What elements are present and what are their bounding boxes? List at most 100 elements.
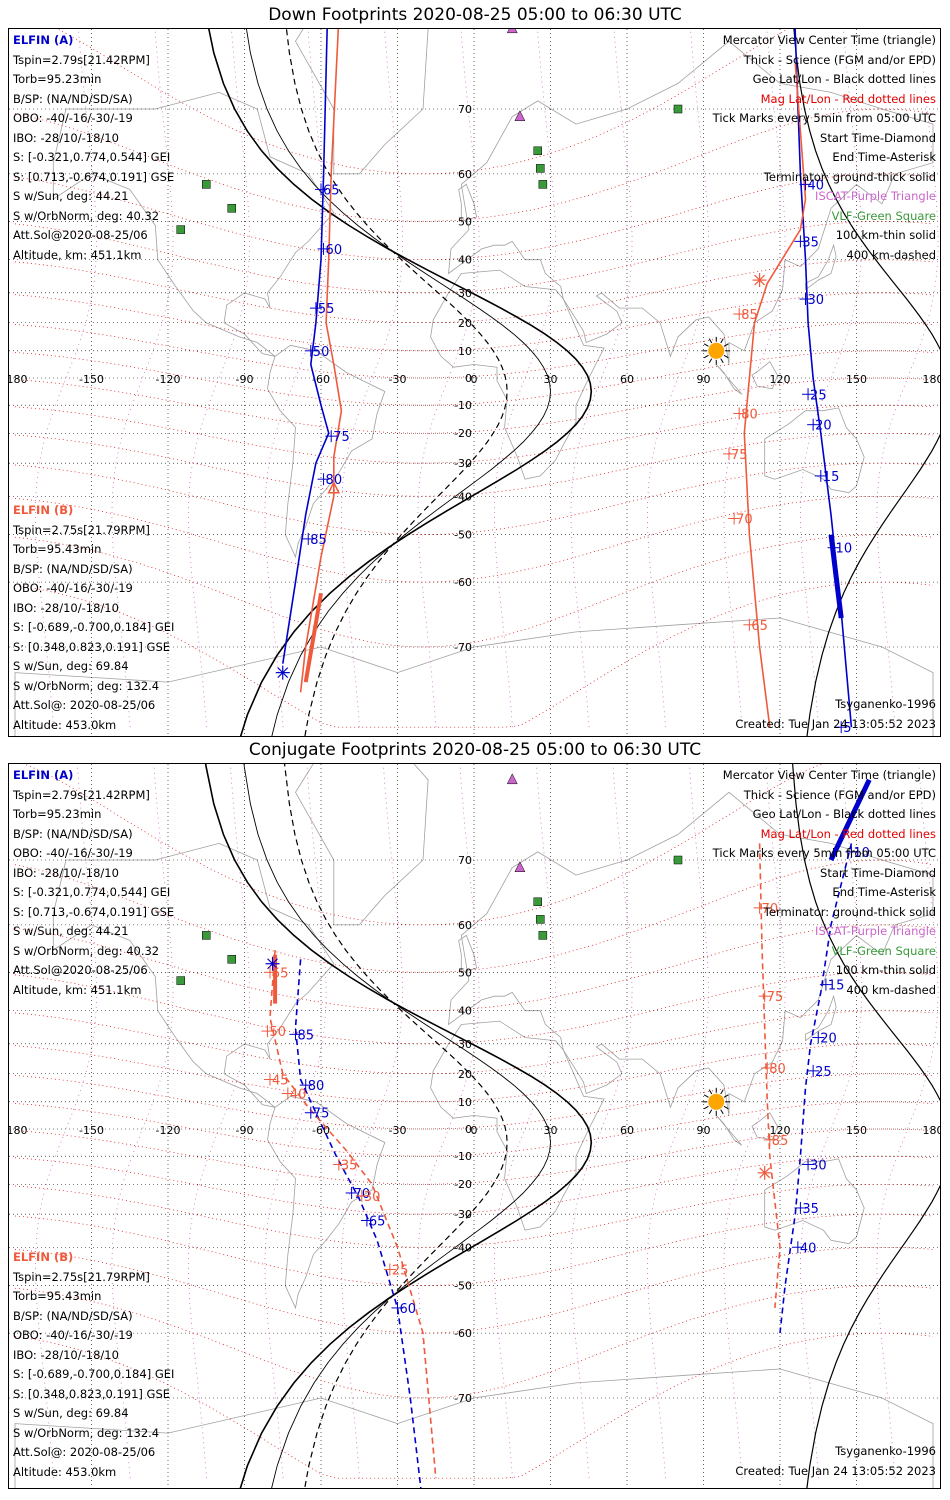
elfin-a-track-east	[779, 843, 853, 1334]
lon-tick-label: 30	[544, 373, 558, 386]
mag-meridian	[187, 764, 251, 1479]
track-time-label: 55	[318, 302, 335, 317]
legend-item: VLF-Green Square	[831, 208, 936, 223]
landmass-outline	[715, 1115, 743, 1146]
legend-item: End Time-Asterisk	[832, 150, 936, 164]
sun-ray	[703, 354, 709, 359]
legend-item: ISCAT-Purple Triangle	[815, 924, 936, 938]
landmass-outline	[764, 407, 865, 494]
landmass-outline	[52, 842, 335, 1108]
mag-parallel	[14, 1183, 934, 1248]
lat-tick-label: -20	[454, 427, 472, 440]
landmass-outline	[448, 791, 934, 1116]
mag-meridian	[799, 764, 863, 1479]
info-line: B/SP: (NA/ND/SD/SA)	[13, 91, 133, 106]
track-time-label: 35	[802, 1202, 819, 1217]
legend-item: Thick - Science (FGM and/or EPD)	[743, 52, 936, 67]
lon-tick-label: 150	[846, 1124, 867, 1137]
sun-ray	[703, 1094, 709, 1098]
model-label: Tsyganenko-1996	[835, 1444, 936, 1458]
elfin-b-track	[299, 29, 343, 693]
info-line: S w/OrbNorm, deg: 40.32	[13, 208, 160, 223]
track-time-label: 35	[341, 1158, 358, 1173]
vlf-station	[227, 204, 236, 213]
landmass-outline	[267, 1095, 386, 1310]
lon-tick-label: -90	[236, 373, 254, 386]
track-time-label: 70	[762, 902, 779, 917]
legend-item: Tick Marks every 5min from 05:00 UTC	[712, 111, 936, 125]
vlf-station	[673, 104, 683, 114]
elfin-a-science-segment	[828, 534, 844, 619]
elfin-a-header: ELFIN (A)	[13, 768, 74, 782]
conjugate-footprints-panel: -180-150-120-90-60-300306090120150180706…	[8, 763, 941, 1489]
track-time-label: 30	[810, 1158, 827, 1173]
info-line: Torb=95.43min	[13, 1289, 102, 1303]
terminator-curve	[208, 29, 593, 736]
lon-tick-label: 0	[471, 373, 478, 386]
legend-item: ISCAT-Purple Triangle	[815, 189, 936, 203]
legend-item: 100 km-thin solid	[835, 963, 936, 977]
landmass-outline	[448, 40, 934, 365]
mag-meridian	[799, 29, 863, 728]
mag-parallel	[14, 377, 934, 434]
sun-ray	[708, 358, 713, 364]
legend-item: Start Time-Diamond	[820, 865, 936, 880]
iscat-site	[514, 110, 526, 121]
track-time-label: 50	[313, 345, 330, 360]
elfin-a-info: ELFIN (A) Tspin=2.79s[21.42RPM] Torb=95.…	[13, 31, 174, 265]
lat-tick-label: -20	[454, 1178, 472, 1191]
mag-meridian	[34, 764, 98, 1479]
info-line: Torb=95.23min	[13, 72, 102, 86]
legend-item: 400 km-dashed	[846, 982, 936, 997]
landmass-outline	[458, 183, 478, 222]
terminator-100km	[246, 29, 551, 736]
info-line: Altitude, km: 451.1km	[13, 982, 142, 997]
mag-parallel	[14, 1128, 934, 1185]
iscat-site	[506, 29, 518, 34]
elfin-b-header: ELFIN (B)	[13, 1250, 74, 1264]
map-canvas: -180-150-120-90-60-300306090120150180706…	[9, 764, 940, 1488]
info-line: Att.Sol@: 2020-08-25/06	[13, 698, 156, 712]
info-line: Altitude: 453.0km	[13, 1464, 117, 1479]
lon-tick-label: -180	[9, 1124, 27, 1137]
vlf-station	[176, 976, 185, 985]
elfin-b-science-segment	[303, 592, 323, 683]
landmass-outline	[751, 361, 778, 390]
track-time-label: 40	[808, 178, 825, 193]
info-line: Tspin=2.79s[21.42RPM]	[13, 787, 150, 802]
vlf-station	[227, 955, 236, 964]
lat-tick-label: 40	[458, 1005, 472, 1018]
sun-ray	[720, 338, 724, 344]
track-time-label: 85	[310, 533, 327, 548]
lon-tick-label: 90	[697, 1124, 711, 1137]
mag-meridian	[264, 29, 327, 728]
info-line: S w/OrbNorm, deg: 40.32	[13, 943, 160, 958]
lon-tick-label: -30	[389, 1124, 407, 1137]
created-label: Created: Tue Jan 24 13:05:52 2023	[735, 717, 936, 731]
landmass-outline	[295, 29, 429, 175]
track-time-label: 15	[828, 979, 845, 994]
vlf-station	[673, 855, 683, 865]
track-time-label: 25	[815, 1065, 832, 1080]
end-time-asterisk	[754, 274, 766, 286]
track-time-label: 80	[308, 1079, 325, 1094]
legend-item: Terminator: ground-thick solid	[763, 904, 936, 919]
vlf-station	[536, 164, 545, 173]
sun-ray	[720, 1089, 724, 1095]
elfin-a-header: ELFIN (A)	[13, 33, 74, 47]
track-time-label: 70	[736, 512, 753, 527]
lat-tick-label: 50	[458, 215, 472, 228]
lat-tick-label: -10	[454, 1150, 472, 1163]
info-line: S w/OrbNorm, deg: 132.4	[13, 678, 160, 693]
landmass-outline	[267, 344, 386, 559]
legend-item: Mercator View Center Time (triangle)	[722, 33, 936, 47]
map-canvas: -180-150-120-90-60-300306090120150180706…	[9, 29, 940, 736]
end-time-asterisk	[759, 1167, 771, 1179]
elfin-b-info: ELFIN (B) Tspin=2.75s[21.79RPM] Torb=95.…	[13, 1248, 174, 1482]
lon-tick-label: 90	[697, 373, 711, 386]
track-time-label: 5	[843, 721, 851, 736]
mag-meridian	[570, 29, 633, 728]
info-line: B/SP: (NA/ND/SD/SA)	[13, 561, 133, 576]
track-time-label: 80	[769, 1062, 786, 1077]
info-line: Altitude: 453.0km	[13, 717, 117, 732]
